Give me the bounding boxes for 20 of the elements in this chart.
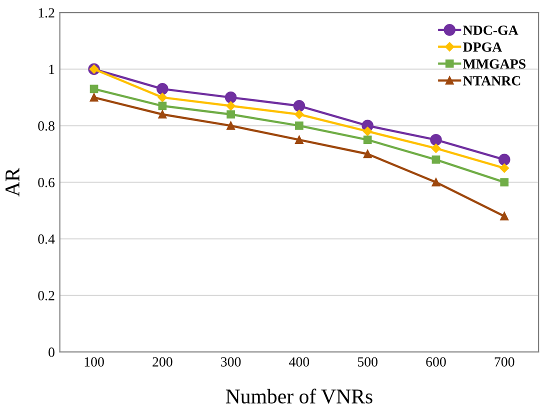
x-tick-label: 600 — [426, 357, 446, 367]
y-tick-label: 0.4 — [38, 234, 55, 244]
legend-label: NDC-GA — [463, 26, 518, 35]
y-tick-label: 1.2 — [38, 8, 54, 18]
legend-label: MMGAPS — [463, 59, 526, 69]
y-tick-label: 0.2 — [38, 290, 54, 300]
y-tick-label: 0.8 — [38, 121, 54, 131]
legend-label: NTANRC — [463, 76, 520, 86]
x-tick-label: 400 — [289, 357, 310, 367]
legend-label: DPGA — [463, 42, 502, 52]
y-tick-label: 0.6 — [38, 178, 55, 188]
x-tick-label: 200 — [152, 357, 172, 367]
x-axis-title: Number of VNRs — [226, 388, 372, 404]
x-tick-label: 100 — [84, 357, 104, 367]
x-tick-label: 300 — [221, 357, 241, 367]
x-tick-label: 700 — [494, 357, 514, 367]
y-axis-title: AR — [6, 168, 20, 197]
y-tick-label: 0 — [48, 348, 54, 357]
x-tick-label: 500 — [358, 357, 378, 367]
y-tick-label: 1 — [49, 64, 54, 74]
